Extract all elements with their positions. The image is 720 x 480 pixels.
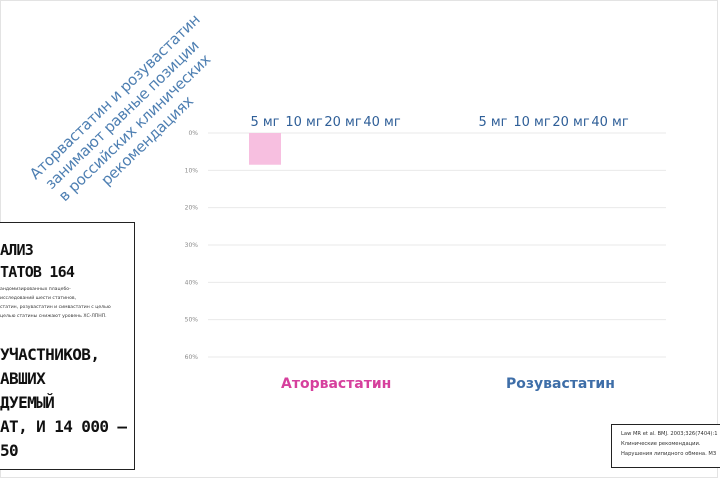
info-description-line: андомизированных плацебо-: [0, 287, 71, 292]
group-label-atorvastatin: Аторвастатин: [281, 376, 392, 392]
dose-label: 5 мг: [478, 115, 507, 130]
info-participants-line: 50: [0, 441, 19, 460]
info-participants-line: ДУЕМЫЙ: [0, 393, 55, 412]
y-tick-label: 10%: [185, 167, 199, 174]
info-participants-line: УЧАСТНИКОВ,: [0, 345, 100, 364]
reference-line: Law MR et al. BMJ. 2003;326(7404):1: [621, 431, 718, 437]
y-tick-label: 0%: [188, 130, 198, 137]
info-title-line: АЛИЗ: [0, 241, 34, 259]
y-tick-label: 30%: [185, 242, 199, 249]
group-label-rosuvastatin: Розувастатин: [506, 376, 615, 392]
info-title: АЛИЗ ТАТОВ 164: [0, 239, 134, 283]
y-tick-label: 60%: [185, 354, 199, 361]
y-tick-label: 50%: [185, 317, 199, 324]
info-participants: УЧАСТНИКОВ, АВШИХ ДУЕМЫЙ АТ, И 14 000 — …: [0, 343, 134, 463]
dose-label: 40 мг: [591, 115, 628, 130]
info-description-line: целью статины снижают уровень ХС-ЛПНП.: [0, 314, 107, 319]
meta-analysis-info-box: АЛИЗ ТАТОВ 164 андомизированных плацебо-…: [0, 222, 135, 470]
dose-label: 20 мг: [552, 115, 589, 130]
reference-line: Клинические рекомендации.: [621, 441, 701, 447]
y-tick-label: 20%: [185, 205, 199, 212]
dose-label: 10 мг: [513, 115, 550, 130]
info-participants-line: АВШИХ: [0, 369, 46, 388]
y-tick-label: 40%: [185, 279, 199, 286]
dose-label: 5 мг: [250, 115, 279, 130]
info-description: андомизированных плацебо- исследований ш…: [0, 285, 134, 321]
info-title-line: ТАТОВ 164: [0, 263, 75, 281]
reference-box: Law MR et al. BMJ. 2003;326(7404):1 Клин…: [611, 424, 720, 468]
info-description-line: статин, розувастатин и симвастатин с цел…: [0, 305, 111, 310]
info-participants-line: АТ, И 14 000 —: [0, 417, 127, 436]
dose-label: 40 мг: [363, 115, 400, 130]
reduction-bar: [249, 133, 281, 165]
info-description-line: исследований шести статинов,: [0, 296, 77, 301]
dose-label: 10 мг: [285, 115, 322, 130]
reference-line: Нарушения липидного обмена. МЗ: [621, 451, 717, 457]
dose-label: 20 мг: [324, 115, 361, 130]
